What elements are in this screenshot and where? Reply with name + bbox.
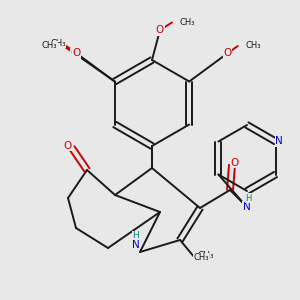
Text: CH₃: CH₃ (179, 18, 195, 27)
Text: O: O (223, 49, 231, 58)
Text: CH₃: CH₃ (193, 254, 209, 262)
Text: O: O (73, 49, 81, 58)
Text: N: N (243, 202, 250, 212)
Text: N: N (132, 239, 140, 250)
Text: N: N (275, 136, 283, 146)
Text: CH₃: CH₃ (42, 41, 57, 50)
Text: H: H (132, 231, 139, 240)
Text: H: H (245, 194, 252, 203)
Text: CH₃: CH₃ (50, 38, 66, 47)
Text: O: O (63, 141, 72, 151)
Text: O: O (70, 49, 79, 58)
Text: O: O (230, 158, 238, 168)
Text: CH₃: CH₃ (197, 250, 214, 260)
Text: CH₃: CH₃ (245, 41, 261, 50)
Text: O: O (156, 25, 164, 35)
